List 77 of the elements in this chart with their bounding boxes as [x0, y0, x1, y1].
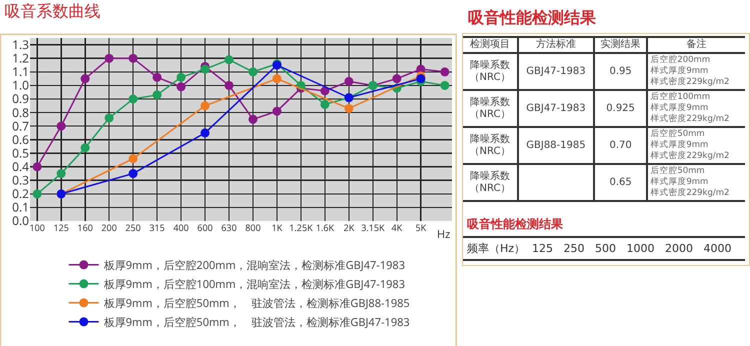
point	[176, 72, 186, 82]
text: 0.65	[594, 164, 648, 201]
point	[200, 101, 210, 110]
text: 后空腔100mm 样式厚度9mm 样式密度229kg/m2	[647, 90, 745, 127]
point	[272, 106, 282, 116]
text: 吸音性能检测结果	[468, 8, 597, 29]
text: 吸音性能检测结果	[467, 216, 564, 233]
x-tick-label: 315	[149, 221, 165, 234]
point	[176, 82, 186, 92]
point	[128, 54, 138, 63]
point	[200, 128, 210, 138]
text: 降噪系数（NRC）	[463, 53, 518, 90]
x-tick-label: 1.25K	[289, 221, 314, 234]
point	[152, 90, 162, 100]
text: 降噪系数（NRC）	[463, 164, 518, 201]
point	[440, 67, 450, 76]
text: 实测结果	[594, 37, 648, 53]
point	[248, 114, 258, 124]
x-tick-label: 1K	[272, 221, 283, 234]
chart-title: 吸音系数曲线	[4, 1, 101, 20]
point	[128, 169, 138, 178]
point	[152, 72, 162, 82]
text: 后空腔50mm 样式厚度9mm 样式密度229kg/m2	[647, 127, 745, 164]
text: GBJ47-1983	[518, 53, 594, 90]
point	[200, 64, 210, 74]
text: 0.925	[594, 90, 648, 127]
point	[32, 162, 42, 172]
point	[56, 122, 66, 131]
x-tick-label: 125	[53, 221, 69, 234]
text: 方法标准	[518, 37, 594, 53]
text: 0.95	[594, 53, 648, 90]
text: 检测项目	[463, 37, 518, 53]
point	[344, 104, 354, 113]
x-tick-label: 4K	[392, 221, 403, 234]
point	[272, 74, 282, 84]
legend-label: 板厚9mm，后空腔50mm， 驻波管法，检测标准GBJ88-1985	[102, 296, 410, 312]
legend-label: 板厚9mm，后空腔100mm，混响室法，检测标准GBJ47-1983	[102, 277, 405, 292]
point	[248, 67, 258, 76]
legend-label: 板厚9mm，后空腔200mm，混响室法，检测标准GBJ47-1983	[102, 258, 405, 274]
point	[128, 94, 138, 104]
point	[224, 80, 234, 90]
text: 备注	[647, 37, 745, 53]
x-tick-label: 200	[101, 221, 117, 234]
x-tick-label: 630	[221, 221, 237, 234]
point	[344, 76, 354, 86]
x-tick-label: 5K	[415, 221, 427, 234]
point	[80, 143, 90, 152]
point	[392, 74, 402, 84]
point	[224, 55, 234, 64]
x-tick-label: 3.15K	[361, 221, 386, 234]
text: 降噪系数（NRC）	[463, 90, 518, 127]
point	[128, 154, 138, 164]
point	[104, 54, 114, 63]
text: 频率（Hz） 125 250 500 1000 2000 4000	[463, 236, 745, 261]
text: 后空腔200mm 样式厚度9mm 样式密度229kg/m2	[647, 53, 745, 90]
point	[56, 169, 66, 178]
x-tick-label: 800	[245, 221, 261, 234]
x-tick-label: 250	[125, 221, 141, 234]
x-tick-label: 100	[29, 221, 45, 234]
text: 降噪系数（NRC）	[463, 127, 518, 164]
text: GBJ47-1983	[518, 90, 594, 127]
point	[320, 100, 330, 109]
x-tick-label: 400	[173, 221, 189, 234]
x-axis-title: Hz	[437, 227, 450, 242]
legend-label: 板厚9mm，后空腔50mm， 驻波管法，检测标准GBJ47-1983	[102, 315, 410, 330]
point	[104, 113, 114, 122]
point	[416, 74, 426, 84]
text: 后空腔50mm 样式厚度9mm 样式密度229kg/m2	[647, 164, 745, 201]
x-tick-label: 160	[77, 221, 93, 234]
text: GBJ88-1985	[518, 127, 594, 164]
x-tick-label: 2K	[344, 221, 355, 234]
x-tick-label: 1.6K	[316, 221, 334, 234]
text: 0.70	[594, 127, 648, 164]
point	[80, 74, 90, 84]
x-tick-label: 600	[197, 221, 213, 234]
point	[440, 80, 450, 90]
point	[32, 189, 42, 198]
